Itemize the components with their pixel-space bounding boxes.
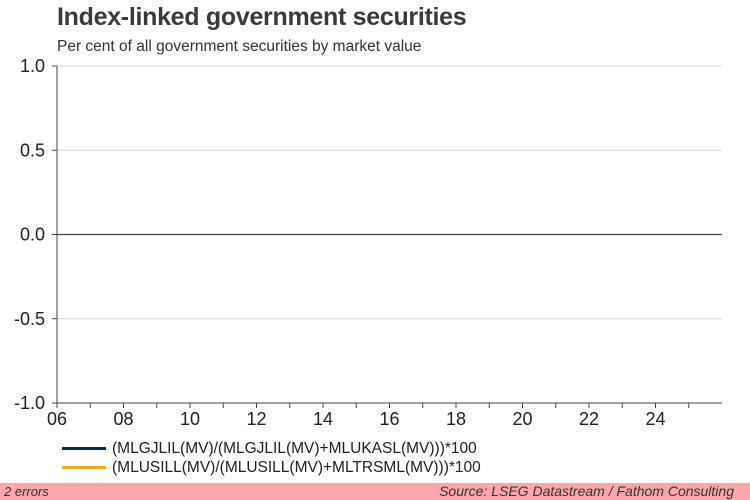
y-tick-label: 1.0 (20, 56, 45, 76)
status-footer: 2 errors Source: LSEG Datastream / Fatho… (0, 483, 750, 500)
x-tick-label: 06 (47, 409, 67, 429)
chart-subtitle: Per cent of all government securities by… (57, 38, 422, 55)
x-tick-label: 16 (379, 409, 399, 429)
x-tick-label: 24 (645, 409, 665, 429)
legend-label-series-2: (MLUSILL(MV)/(MLUSILL(MV)+MLTRSML(MV)))*… (112, 458, 481, 476)
y-tick-label: -0.5 (14, 309, 45, 329)
chart-plot: 1.0 0.5 0.0 -0.5 -1.006 08 10 12 14 16 18 20 22 24 (14, 56, 722, 429)
chart-title: Index-linked government securities (57, 3, 467, 31)
error-count: 2 errors (4, 484, 49, 499)
x-tick-label: 22 (579, 409, 599, 429)
x-tick-label: 10 (180, 409, 200, 429)
y-tick-label: -1.0 (14, 393, 45, 413)
x-tick-label: 20 (512, 409, 532, 429)
y-tick-label: 0.0 (20, 225, 45, 245)
source-note: Source: LSEG Datastream / Fathom Consult… (439, 483, 734, 499)
legend-item-series-1: (MLGJLIL(MV)/(MLGJLIL(MV)+MLUKASL(MV)))*… (62, 439, 481, 458)
x-tick-label: 14 (313, 409, 333, 429)
x-tick-label: 18 (446, 409, 466, 429)
x-tick-label: 12 (246, 409, 266, 429)
x-tick-label: 08 (113, 409, 133, 429)
legend-swatch-series-2 (62, 466, 106, 469)
y-tick-label: 0.5 (20, 140, 45, 160)
legend-label-series-1: (MLGJLIL(MV)/(MLGJLIL(MV)+MLUKASL(MV)))*… (112, 439, 477, 457)
chart-legend: (MLGJLIL(MV)/(MLGJLIL(MV)+MLUKASL(MV)))*… (62, 439, 481, 477)
legend-item-series-2: (MLUSILL(MV)/(MLUSILL(MV)+MLTRSML(MV)))*… (62, 458, 481, 477)
legend-swatch-series-1 (62, 447, 106, 450)
